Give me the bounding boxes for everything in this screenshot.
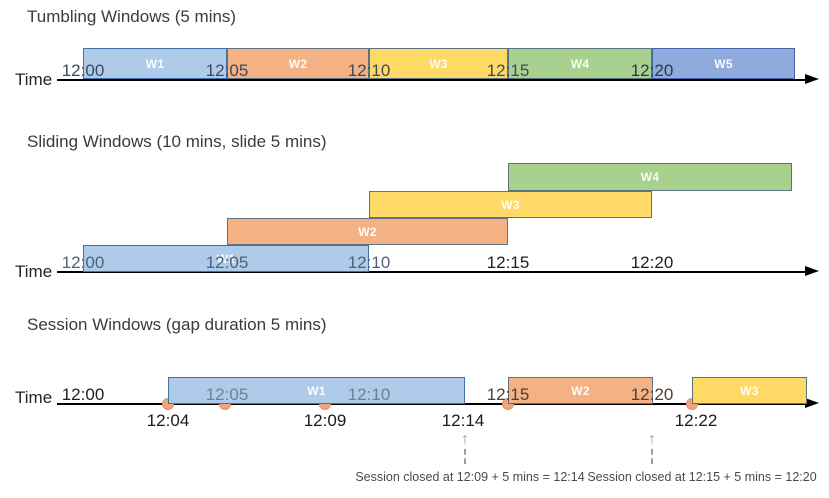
window-label-sliding-w3: W3 <box>501 197 520 212</box>
tick-label-tumbling-1205: 12:05 <box>205 61 249 80</box>
event-time-label-1209: 12:09 <box>303 411 347 430</box>
timeline-arrowhead-tumbling <box>805 74 819 84</box>
tumbling-time-axis-label: Time <box>15 70 53 89</box>
window-label-session-w1: W1 <box>307 383 326 398</box>
window-sliding-w3: W3 <box>369 191 652 218</box>
window-tumbling-w5: W5 <box>652 48 795 79</box>
tick-label-sliding-1220: 12:20 <box>630 253 674 272</box>
session-close-arrowhead-2: ↑ <box>648 431 656 448</box>
event-time-label-1222: 12:22 <box>674 411 718 430</box>
session-close-annotation-2: Session closed at 12:15 + 5 mins = 12:20 <box>587 470 817 484</box>
window-sliding-w2: W2 <box>227 218 508 245</box>
timeline-sliding <box>57 271 805 273</box>
tick-label-session-1205: 12:05 <box>205 385 249 404</box>
tick-label-tumbling-1210: 12:10 <box>347 61 391 80</box>
session-close-annotation-1: Session closed at 12:09 + 5 mins = 12:14 <box>355 470 585 484</box>
sliding-time-axis-label: Time <box>15 262 53 281</box>
window-tumbling-w2: W2 <box>227 48 369 79</box>
window-label-tumbling-w1: W1 <box>145 56 165 71</box>
timeline-tumbling <box>57 79 805 81</box>
window-label-tumbling-w3: W3 <box>429 56 448 71</box>
tick-label-session-1210: 12:10 <box>347 385 391 404</box>
tick-label-session-1215: 12:15 <box>486 385 530 404</box>
tumbling-section-title: Tumbling Windows (5 mins) <box>27 7 237 26</box>
session-close-arrowhead-1: ↑ <box>461 431 469 448</box>
timeline-session <box>57 403 805 405</box>
tick-label-sliding-1215: 12:15 <box>486 253 530 272</box>
window-label-tumbling-w5: W5 <box>714 56 733 71</box>
window-tumbling-w3: W3 <box>369 48 508 79</box>
tick-label-tumbling-1215: 12:15 <box>486 61 530 80</box>
session-section-title: Session Windows (gap duration 5 mins) <box>27 315 327 334</box>
tick-label-session-1220: 12:20 <box>630 385 674 404</box>
event-time-label-1214: 12:14 <box>441 411 485 430</box>
tick-label-tumbling-1200: 12:00 <box>61 61 105 80</box>
window-tumbling-w4: W4 <box>508 48 652 79</box>
window-session-w3: W3 <box>692 377 807 404</box>
window-label-session-w2: W2 <box>571 383 590 398</box>
window-label-sliding-w1: W1 <box>216 251 236 266</box>
window-label-sliding-w2: W2 <box>358 224 377 239</box>
session-close-arrow-dash-2 <box>651 449 653 464</box>
window-session-w1: W1 <box>168 377 465 404</box>
timeline-arrowhead-sliding <box>805 266 819 276</box>
session-time-axis-label: Time <box>15 388 53 407</box>
event-time-label-1204: 12:04 <box>146 411 190 430</box>
window-label-tumbling-w2: W2 <box>288 56 308 71</box>
tick-label-sliding-1205: 12:05 <box>205 253 249 272</box>
timeline-arrowhead-session <box>805 398 819 408</box>
tick-label-session-1200: 12:00 <box>61 385 105 404</box>
window-sliding-w1: W1 <box>83 245 369 272</box>
window-sliding-w4: W4 <box>508 163 792 191</box>
window-label-session-w3: W3 <box>740 383 759 398</box>
sliding-section-title: Sliding Windows (10 mins, slide 5 mins) <box>27 132 327 151</box>
window-tumbling-w1: W1 <box>83 48 227 79</box>
window-label-sliding-w4: W4 <box>640 170 660 184</box>
tick-label-sliding-1210: 12:10 <box>347 253 391 272</box>
session-close-arrow-dash-1 <box>464 449 466 464</box>
tick-label-sliding-1200: 12:00 <box>61 253 105 272</box>
window-label-tumbling-w4: W4 <box>570 56 590 71</box>
tick-label-tumbling-1220: 12:20 <box>630 61 674 80</box>
window-session-w2: W2 <box>508 377 653 404</box>
